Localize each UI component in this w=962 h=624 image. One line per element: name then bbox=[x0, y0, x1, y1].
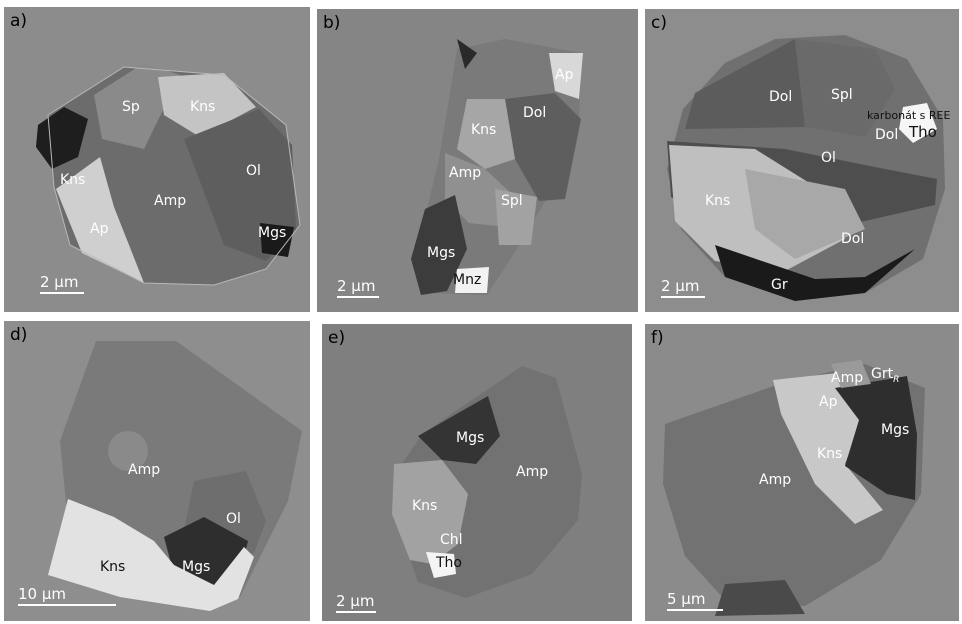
mineral-label: Amp bbox=[449, 165, 482, 181]
scale-bar-line bbox=[336, 611, 376, 613]
panel-e: e) Mgs Amp Kns Chl Tho 2 μm bbox=[322, 324, 632, 621]
mineral-label: Tho bbox=[436, 555, 462, 571]
scale-bar-line bbox=[667, 609, 723, 611]
scale-bar-line bbox=[40, 292, 84, 294]
mineral-label: Ol bbox=[226, 511, 241, 527]
mineral-label: Tho bbox=[909, 123, 937, 141]
mineral-label: Spl bbox=[831, 87, 853, 103]
mineral-label: Dol bbox=[875, 127, 899, 143]
scale-bar: 2 μm bbox=[337, 277, 379, 298]
scale-bar: 2 μm bbox=[40, 273, 84, 294]
mineral-label: Mgs bbox=[258, 225, 287, 241]
mineral-label: Ol bbox=[821, 150, 836, 166]
mineral-label: Ap bbox=[819, 394, 838, 410]
mineral-label: Chl bbox=[440, 532, 463, 548]
panel-e-image bbox=[392, 366, 582, 598]
mineral-label: Sp bbox=[122, 99, 140, 115]
panel-f: f) Amp GrtR Ap Mgs Kns Amp 5 μm bbox=[645, 324, 959, 621]
panel-d-image bbox=[48, 341, 302, 611]
mineral-label: karbonát s REE bbox=[867, 109, 951, 122]
mineral-label: Spl bbox=[501, 193, 523, 209]
panel-d: d) Amp Ol Kns Mgs 10 μm bbox=[4, 321, 310, 621]
scale-bar: 2 μm bbox=[661, 277, 705, 298]
scale-bar-label: 2 μm bbox=[336, 592, 375, 610]
mineral-label: Amp bbox=[831, 370, 864, 386]
panel-e-label: e) bbox=[328, 328, 346, 348]
scale-bar-line bbox=[661, 296, 705, 298]
panel-c: c) Dol Spl karbonát s REE Tho Dol Ol Kns… bbox=[645, 9, 959, 312]
mineral-label-main: Grt bbox=[871, 366, 894, 382]
mineral-label: Kns bbox=[817, 446, 843, 462]
mineral-label: Kns bbox=[190, 99, 216, 115]
panel-b: b) Ap Dol Kns Amp Spl Mgs Mnz 2 μm bbox=[317, 9, 638, 312]
scale-bar-label: 2 μm bbox=[40, 273, 79, 291]
mineral-label: Ap bbox=[90, 221, 109, 237]
scale-bar: 5 μm bbox=[667, 590, 723, 611]
scale-bar: 10 μm bbox=[18, 585, 116, 606]
mineral-label: Kns bbox=[705, 193, 731, 209]
mineral-label: Amp bbox=[759, 472, 792, 488]
panel-f-label: f) bbox=[651, 328, 664, 348]
scale-bar-label: 2 μm bbox=[661, 277, 700, 295]
mineral-label: Dol bbox=[841, 231, 865, 247]
mineral-label: Ol bbox=[246, 163, 261, 179]
mineral-label: Amp bbox=[154, 193, 187, 209]
panel-c-image bbox=[667, 35, 945, 301]
mineral-label: Mgs bbox=[182, 559, 211, 575]
scale-bar-line bbox=[337, 296, 379, 298]
mineral-label: Mgs bbox=[881, 422, 910, 438]
panel-b-label: b) bbox=[323, 13, 341, 33]
mineral-label: GrtR bbox=[871, 366, 899, 385]
mineral-label: Gr bbox=[771, 277, 788, 293]
mineral-label: Kns bbox=[412, 498, 438, 514]
mineral-label: Mgs bbox=[427, 245, 456, 261]
panel-a: a) Sp Kns Kns Ol Amp Ap Mgs 2 μm bbox=[4, 7, 310, 312]
mineral-label: Mgs bbox=[456, 430, 485, 446]
mineral-label: Dol bbox=[523, 105, 547, 121]
scale-bar-line bbox=[18, 604, 116, 606]
scale-bar-label: 2 μm bbox=[337, 277, 376, 295]
panel-a-label: a) bbox=[10, 11, 28, 31]
panel-c-label: c) bbox=[651, 13, 667, 33]
scale-bar-label: 10 μm bbox=[18, 585, 67, 603]
mineral-label: Kns bbox=[471, 122, 497, 138]
panel-b-image bbox=[411, 39, 583, 295]
mineral-label: Kns bbox=[100, 559, 126, 575]
mineral-label: Amp bbox=[128, 462, 161, 478]
mineral-label: Mnz bbox=[453, 272, 482, 288]
scale-bar-label: 5 μm bbox=[667, 590, 706, 608]
mineral-label: Ap bbox=[555, 67, 574, 83]
scale-bar: 2 μm bbox=[336, 592, 376, 613]
panel-f-image bbox=[663, 360, 925, 616]
panel-a-image bbox=[36, 63, 301, 286]
mineral-label: Amp bbox=[516, 464, 549, 480]
panel-d-label: d) bbox=[10, 325, 28, 345]
mineral-label: Dol bbox=[769, 89, 793, 105]
mineral-label: Kns bbox=[60, 172, 86, 188]
mineral-label-subscript: R bbox=[893, 374, 900, 385]
